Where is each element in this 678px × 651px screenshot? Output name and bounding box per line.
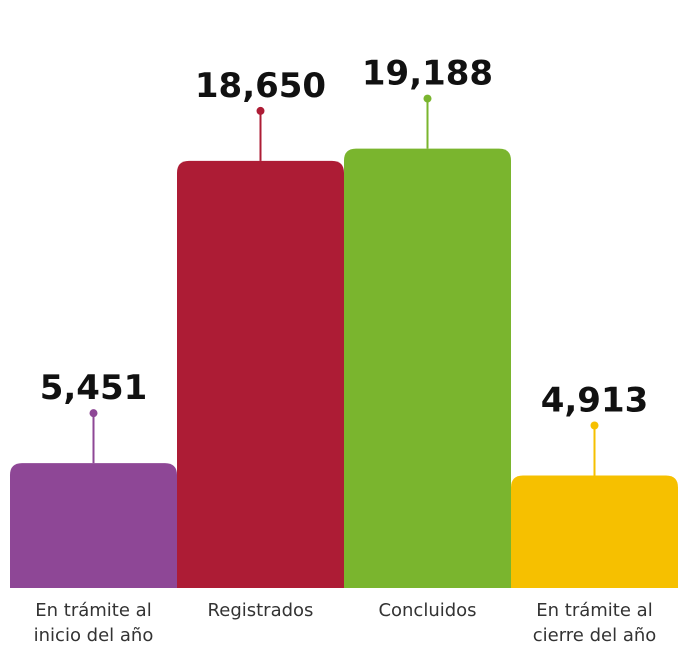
bar	[177, 160, 344, 589]
bar	[344, 148, 511, 589]
value-label: 4,913	[541, 380, 649, 420]
category-label: En trámite al inicio del año	[33, 600, 154, 646]
leader-dot	[89, 409, 98, 418]
category-label: Registrados	[207, 600, 314, 621]
category-label: Concluidos	[378, 600, 477, 621]
value-label: 18,650	[195, 66, 326, 106]
value-label: 5,451	[40, 368, 148, 408]
bar	[511, 475, 678, 588]
category-label: En trámite al cierre del año	[532, 600, 657, 646]
leader-dot	[423, 94, 432, 103]
leader-dot	[590, 421, 599, 430]
leader-dot	[256, 106, 265, 115]
bar	[10, 463, 177, 588]
value-label: 19,188	[362, 54, 493, 94]
